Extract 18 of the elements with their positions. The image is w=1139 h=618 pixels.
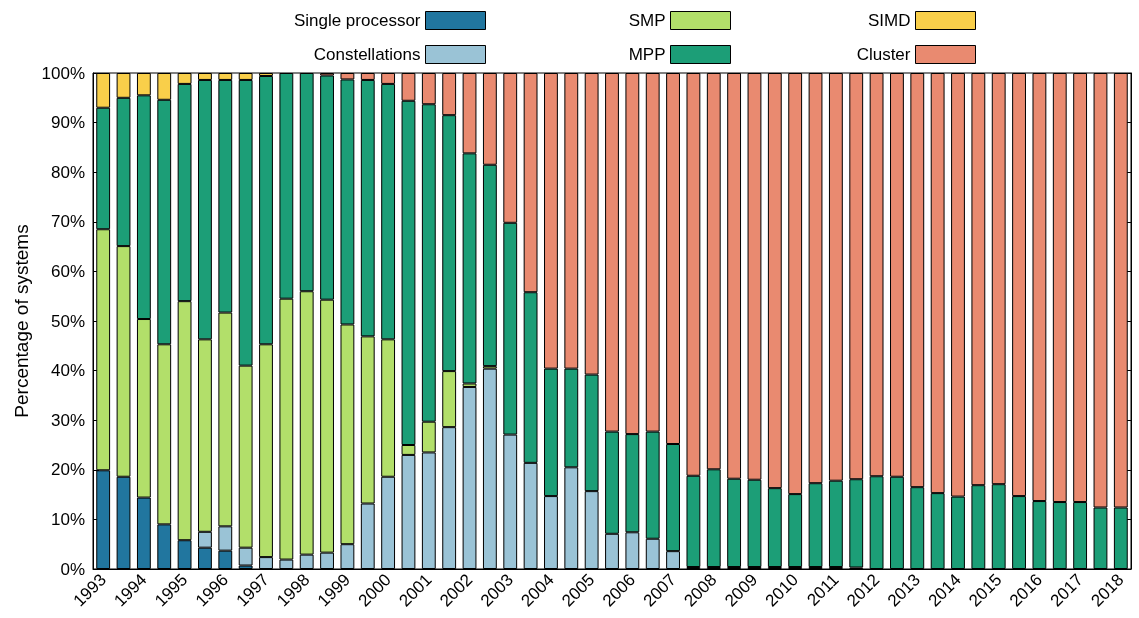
y-axis-title: Percentage of systems: [10, 224, 32, 418]
y-tick-label: 10%: [50, 509, 85, 529]
legend-label: SIMD: [868, 11, 911, 30]
y-tick-label: 0%: [60, 559, 85, 579]
legend-label: MPP: [628, 45, 666, 64]
y-tick-label: 60%: [50, 261, 85, 281]
y-tick-label: 80%: [50, 162, 85, 182]
y-tick-label: 40%: [50, 361, 85, 381]
y-tick-label: 50%: [50, 311, 85, 331]
legend-label: Cluster: [856, 45, 911, 64]
y-tick-label: 100%: [41, 63, 85, 83]
legend-label: Single processor: [293, 11, 421, 30]
y-tick-label: 20%: [50, 460, 85, 480]
y-tick-label: 90%: [50, 113, 85, 133]
legend-label: SMP: [628, 11, 666, 30]
legend-label: Constellations: [313, 45, 421, 64]
y-tick-label: 30%: [50, 410, 85, 430]
y-tick-label: 70%: [50, 212, 85, 232]
